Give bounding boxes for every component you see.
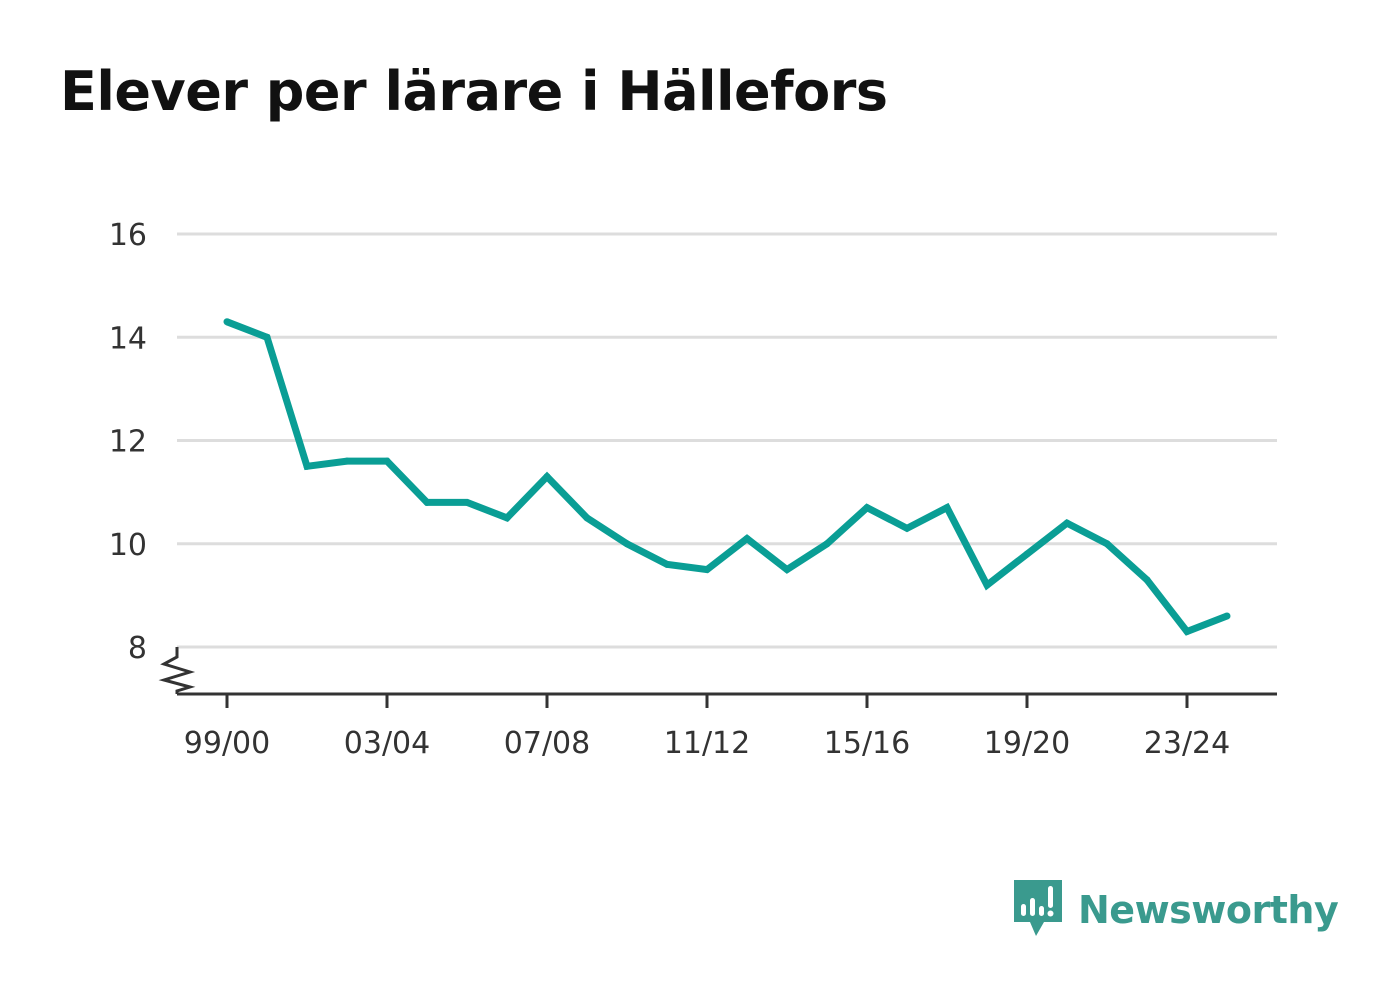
data-point — [303, 462, 311, 470]
data-point — [1103, 540, 1111, 548]
y-tick-label: 16 — [109, 218, 147, 253]
data-point — [983, 581, 991, 589]
x-axis-tick-labels: 99/00 03/04 07/08 11/12 15/16 19/20 23/24 — [184, 726, 1230, 761]
x-tick-label: 07/08 — [504, 726, 590, 761]
y-tick-label: 14 — [109, 321, 147, 356]
data-point — [463, 498, 471, 506]
x-tick-label: 11/12 — [664, 726, 750, 761]
data-point — [703, 566, 711, 574]
chart-title: Elever per lärare i Hällefors — [60, 60, 888, 123]
data-point — [863, 504, 871, 512]
data-point — [943, 504, 951, 512]
data-point — [623, 540, 631, 548]
data-point — [1063, 519, 1071, 527]
data-point — [543, 473, 551, 481]
data-point — [1183, 628, 1191, 636]
data-point — [783, 566, 791, 574]
series-layer — [223, 318, 1231, 636]
data-point — [743, 535, 751, 543]
data-point — [263, 333, 271, 341]
data-point — [1223, 612, 1231, 620]
x-tick-label: 99/00 — [184, 726, 270, 761]
data-point — [343, 457, 351, 465]
x-tick-label: 23/24 — [1144, 726, 1230, 761]
data-point — [583, 514, 591, 522]
series-line — [225, 318, 1229, 636]
gridlines — [177, 232, 1277, 649]
data-point — [1023, 550, 1031, 558]
data-point — [823, 540, 831, 548]
x-tick-label: 19/20 — [984, 726, 1070, 761]
y-tick-label: 10 — [109, 528, 147, 563]
brand-logo: Newsworthy — [1010, 878, 1339, 942]
y-tick-label: 8 — [128, 631, 147, 666]
newsworthy-logo-icon — [1010, 878, 1066, 942]
data-point — [663, 560, 671, 568]
x-tick-label: 03/04 — [344, 726, 430, 761]
x-tick-label: 15/16 — [824, 726, 910, 761]
y-axis-tick-labels: 8 10 12 14 16 — [109, 218, 147, 666]
data-point — [423, 498, 431, 506]
axis-break-marker — [158, 647, 196, 694]
y-tick-label: 12 — [109, 425, 147, 460]
data-point — [1143, 576, 1151, 584]
data-point — [503, 514, 511, 522]
data-point — [383, 457, 391, 465]
brand-name: Newsworthy — [1078, 888, 1339, 932]
x-axis — [158, 647, 1277, 708]
data-point — [223, 318, 231, 326]
data-point — [903, 524, 911, 532]
